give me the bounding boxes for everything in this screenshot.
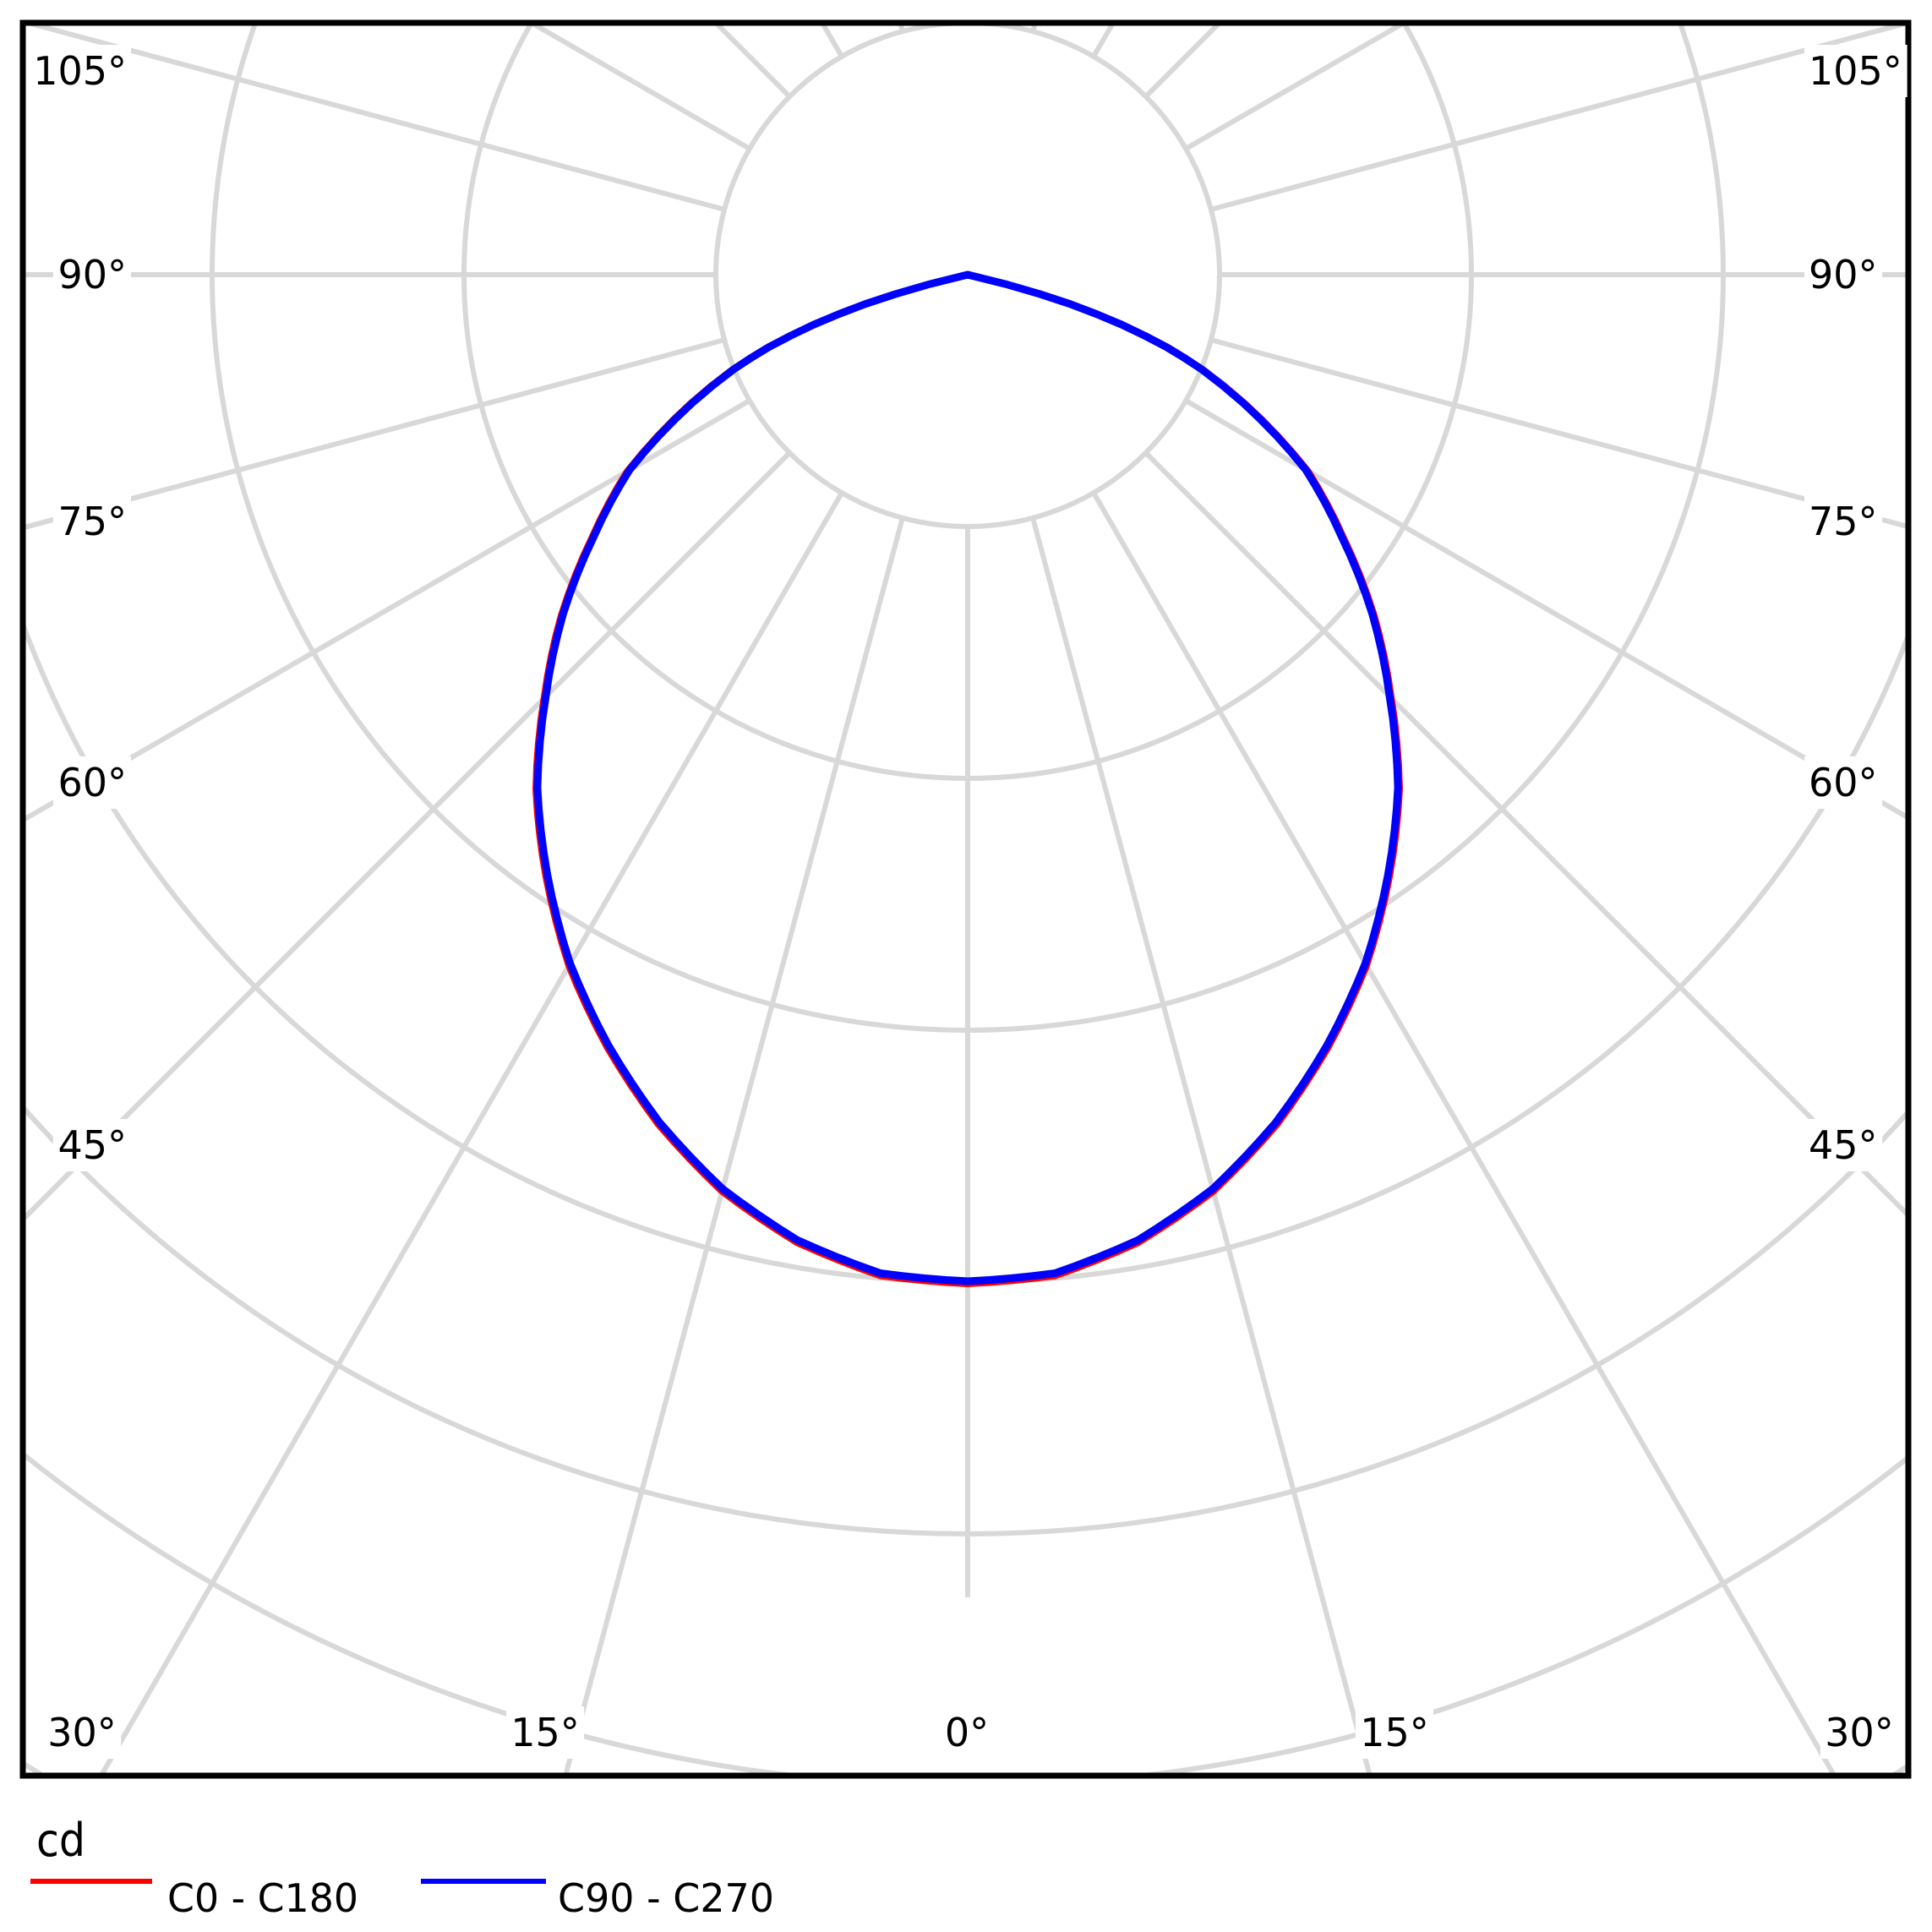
angle-label-halo bbox=[52, 1119, 131, 1171]
angle-label: 45° bbox=[1809, 1122, 1878, 1168]
angle-label-halo bbox=[42, 1706, 122, 1759]
plot-frame bbox=[19, 19, 1912, 1779]
angle-label: 30° bbox=[47, 1710, 117, 1755]
polar-radial-line bbox=[29, 25, 725, 212]
legend-label-c0-c180: C0 - C180 bbox=[167, 1875, 358, 1921]
angle-label-halo bbox=[505, 1706, 585, 1759]
angle-label: 90° bbox=[1809, 252, 1878, 297]
angle-label: 30° bbox=[1825, 1710, 1894, 1755]
polar-radial-line bbox=[1210, 337, 1906, 529]
polar-radial-line bbox=[25, 337, 725, 530]
angle-label-halo bbox=[1804, 248, 1883, 301]
angle-label: 75° bbox=[57, 499, 127, 544]
angle-label-halo bbox=[1804, 495, 1883, 548]
angle-label: 105° bbox=[1809, 48, 1902, 94]
angle-label: 45° bbox=[57, 1122, 127, 1168]
polar-radial-line bbox=[1030, 517, 1373, 1773]
angle-label-halo bbox=[1820, 1706, 1899, 1759]
legend: cd C0 - C180 C90 - C270 bbox=[30, 1814, 774, 1921]
angle-label: 90° bbox=[57, 252, 127, 297]
polar-radial-line bbox=[1143, 450, 1906, 1216]
angle-label: 105° bbox=[33, 48, 127, 94]
curve-c90-c270 bbox=[533, 270, 1402, 1285]
angle-label-halo bbox=[52, 756, 131, 809]
angle-label-halo bbox=[1804, 756, 1883, 809]
legend-label-c90-c270: C90 - C270 bbox=[558, 1875, 774, 1921]
polar-radial-line bbox=[25, 450, 792, 1220]
angle-label-halo bbox=[1804, 45, 1907, 97]
polar-radial-line bbox=[563, 517, 905, 1773]
angle-label-halo bbox=[1804, 1119, 1883, 1171]
angle-label: 60° bbox=[1809, 760, 1878, 805]
angle-label: 15° bbox=[510, 1710, 580, 1755]
unit-label: cd bbox=[36, 1814, 85, 1867]
angle-label: 15° bbox=[1360, 1710, 1429, 1755]
angle-label-halo bbox=[52, 248, 131, 301]
angle-label-halo bbox=[28, 45, 131, 97]
angle-label: 60° bbox=[57, 760, 127, 805]
polar-radial-line bbox=[1210, 25, 1906, 212]
polar-radial-line bbox=[1091, 491, 1836, 1773]
polar-radial-line bbox=[1184, 398, 1906, 820]
angle-label-halo bbox=[1355, 1706, 1434, 1759]
angle-label: 75° bbox=[1809, 499, 1878, 544]
intensity-curves bbox=[532, 270, 1403, 1287]
angle-label-halo bbox=[52, 495, 131, 548]
polar-radial-line bbox=[25, 398, 751, 821]
angle-label-halo bbox=[940, 1706, 994, 1759]
angle-label: 0° bbox=[945, 1710, 989, 1755]
angle-labels: 105° 90° 75° 60° 45° 30° 15° 0° 15° 30° 45° 60° 75° 9… bbox=[28, 45, 1907, 1759]
polar-radial-line bbox=[100, 491, 844, 1773]
